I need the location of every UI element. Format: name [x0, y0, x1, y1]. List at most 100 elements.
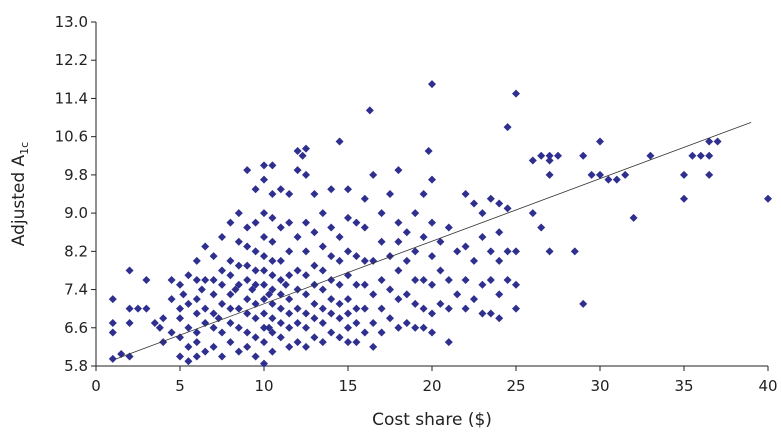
data-point — [713, 137, 722, 146]
data-point — [310, 190, 319, 198]
data-point — [512, 247, 520, 256]
data-point — [231, 285, 240, 294]
data-point — [260, 233, 268, 241]
data-point — [424, 147, 433, 155]
data-point — [251, 247, 260, 256]
data-point — [134, 304, 142, 313]
data-point — [218, 328, 226, 337]
data-point — [184, 271, 193, 280]
data-point — [285, 271, 294, 280]
data-point — [386, 285, 394, 294]
data-point — [503, 247, 512, 256]
data-point — [394, 295, 403, 304]
data-point — [512, 280, 520, 289]
data-point — [344, 213, 352, 222]
data-point — [360, 194, 369, 203]
data-point — [495, 199, 504, 208]
data-point — [243, 342, 252, 351]
data-point — [234, 280, 243, 289]
data-point — [276, 185, 285, 194]
data-point — [318, 209, 327, 218]
data-point — [318, 319, 327, 327]
data-point — [243, 276, 252, 284]
data-point — [268, 256, 277, 265]
data-points — [108, 80, 772, 368]
data-point — [218, 280, 226, 289]
data-point — [226, 304, 235, 313]
data-point — [268, 190, 277, 198]
data-point — [680, 170, 688, 179]
data-point — [302, 342, 310, 351]
data-point — [318, 242, 327, 251]
data-point — [159, 314, 168, 323]
data-point — [176, 333, 184, 342]
data-point — [680, 194, 688, 203]
data-point — [293, 319, 302, 327]
data-point — [688, 151, 697, 160]
data-point — [369, 290, 378, 299]
data-point — [352, 319, 361, 327]
y-axis: 5.8 6.6 7.4 8.2 9.0 9.8 10.6 11.4 12.2 13.0 — [55, 13, 97, 375]
data-point — [419, 233, 428, 241]
x-axis: 0 5 10 15 20 25 30 35 40 — [91, 365, 778, 395]
x-tick-label: 20 — [422, 377, 441, 395]
data-point — [125, 304, 134, 313]
data-point — [285, 218, 294, 227]
data-point — [537, 223, 546, 232]
data-point — [419, 276, 428, 284]
y-tick-label: 9.0 — [64, 204, 88, 222]
data-point — [545, 170, 554, 179]
data-point — [285, 295, 294, 304]
data-point — [234, 304, 243, 313]
data-point — [167, 276, 176, 284]
data-point — [243, 328, 252, 337]
data-point — [201, 347, 210, 356]
data-point — [268, 213, 277, 222]
data-point — [486, 309, 495, 318]
data-point — [411, 323, 420, 332]
data-point — [470, 199, 478, 208]
data-point — [251, 280, 260, 289]
data-point — [478, 209, 487, 218]
data-point — [318, 338, 327, 347]
x-tick-label: 0 — [91, 377, 101, 395]
data-point — [705, 170, 714, 179]
data-point — [327, 185, 336, 194]
data-point — [596, 137, 604, 146]
data-point — [260, 161, 268, 170]
data-point — [310, 228, 319, 237]
data-point — [260, 266, 268, 275]
data-point — [478, 309, 487, 318]
data-point — [184, 299, 193, 308]
data-point — [503, 276, 512, 284]
data-point — [596, 170, 604, 179]
data-point — [248, 285, 257, 294]
data-point — [419, 304, 428, 313]
x-tick-label: 35 — [674, 377, 693, 395]
data-point — [318, 285, 327, 294]
data-point — [428, 280, 436, 289]
y-tick-label: 13.0 — [55, 13, 88, 31]
data-point — [696, 151, 705, 160]
data-point — [386, 190, 394, 198]
data-point — [335, 280, 344, 289]
data-point — [209, 323, 218, 332]
data-point — [302, 309, 310, 318]
data-point — [281, 280, 290, 289]
data-point — [377, 304, 386, 313]
data-point — [344, 309, 352, 318]
data-point — [411, 276, 420, 284]
data-point — [444, 276, 453, 284]
y-axis-title-subscript: 1c — [18, 142, 31, 155]
data-point — [293, 285, 302, 294]
data-point — [318, 304, 327, 313]
data-point — [428, 252, 436, 261]
data-point — [268, 328, 277, 337]
data-point — [251, 266, 260, 275]
data-point — [260, 252, 268, 261]
data-point — [276, 276, 285, 284]
data-point — [251, 314, 260, 323]
data-point — [260, 309, 268, 318]
data-point — [360, 280, 369, 289]
